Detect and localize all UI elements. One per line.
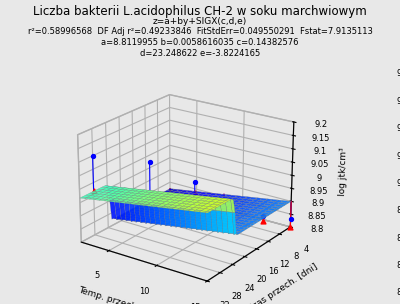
X-axis label: Temp. przech. [°C]: Temp. przech. [°C] <box>78 285 160 304</box>
Text: z=a+by+SIGX(c,d,e): z=a+by+SIGX(c,d,e) <box>153 17 247 26</box>
Text: r²=0.58996568  DF Adj r²=0.49233846  FitStdErr=0.049550291  Fstat=7.9135113: r²=0.58996568 DF Adj r²=0.49233846 FitSt… <box>28 27 372 36</box>
Text: d=23.248622 e=-3.8224165: d=23.248622 e=-3.8224165 <box>140 49 260 58</box>
Text: Liczba bakterii L.acidophilus CH-2 w soku marchwiowym: Liczba bakterii L.acidophilus CH-2 w sok… <box>33 5 367 18</box>
Text: a=8.8119955 b=0.0058616035 c=0.14382576: a=8.8119955 b=0.0058616035 c=0.14382576 <box>101 38 299 47</box>
Y-axis label: Czas przech. [dni]: Czas przech. [dni] <box>246 262 319 304</box>
